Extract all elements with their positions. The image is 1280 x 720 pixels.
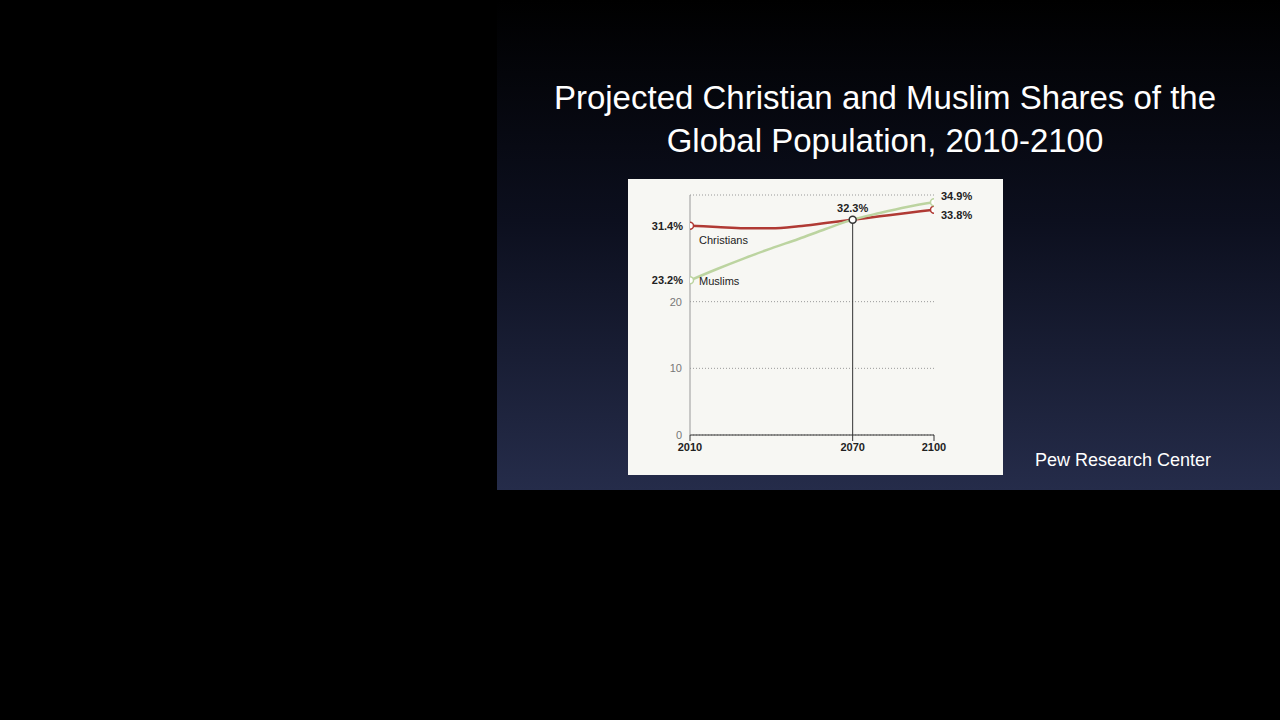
svg-text:Christians: Christians: [699, 234, 748, 246]
svg-text:2070: 2070: [840, 441, 864, 453]
svg-text:32.3%: 32.3%: [837, 202, 868, 214]
svg-text:23.2%: 23.2%: [652, 274, 683, 286]
svg-text:34.9%: 34.9%: [941, 190, 972, 202]
html-text:Projected Christian and Muslim: Projected Christian and Muslim Shares of…: [553, 79, 1217, 159]
svg-text:2100: 2100: [922, 441, 946, 453]
svg-text:10: 10: [670, 362, 682, 374]
svg-text:0: 0: [676, 429, 682, 441]
svg-text:33.8%: 33.8%: [941, 209, 972, 221]
svg-text:Muslims: Muslims: [699, 275, 740, 287]
svg-text:20: 20: [670, 296, 682, 308]
html-text:Pew Research Center: Pew Research Center: [1035, 450, 1212, 470]
svg-text:2010: 2010: [678, 441, 702, 453]
svg-text:31.4%: 31.4%: [652, 220, 683, 232]
